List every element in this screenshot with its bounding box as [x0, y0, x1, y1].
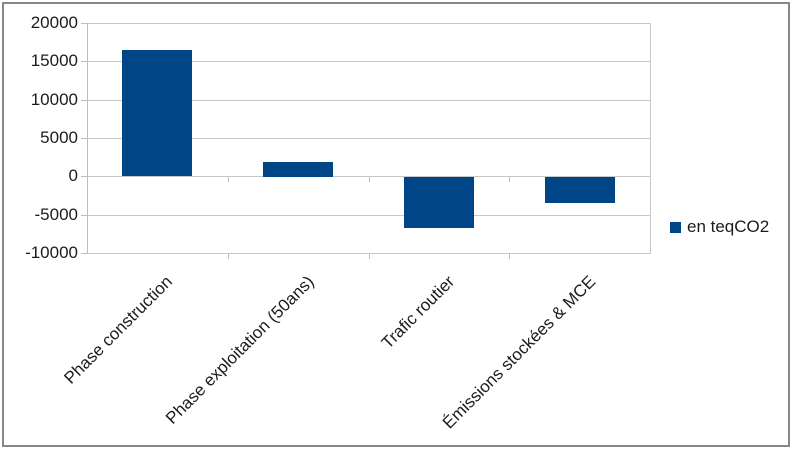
x-axis-tick — [228, 177, 229, 182]
x-axis-label: Trafic routier — [377, 272, 459, 353]
gridline — [87, 253, 651, 254]
bar-1 — [122, 50, 192, 176]
y-axis-tick — [81, 61, 87, 62]
x-axis-tick — [509, 177, 510, 182]
gridline — [87, 100, 651, 101]
x-axis-tick — [228, 254, 229, 259]
y-axis-label: 15000 — [30, 51, 78, 70]
bar-3 — [404, 177, 474, 228]
gridline — [87, 176, 651, 177]
x-axis-tick — [369, 177, 370, 182]
y-axis-tick — [81, 138, 87, 139]
x-axis-tick — [509, 254, 510, 259]
gridline — [87, 23, 651, 24]
y-axis-line — [87, 23, 88, 254]
x-axis-label: Phase construction — [60, 272, 177, 388]
gridline — [87, 138, 651, 139]
y-axis-label: 0 — [68, 166, 78, 185]
x-axis-tick — [369, 254, 370, 259]
plot-right-border — [650, 23, 651, 254]
legend-marker-icon — [670, 221, 681, 233]
y-axis-label: -5000 — [34, 205, 78, 224]
legend: en teqCO2 — [670, 217, 769, 237]
y-axis-tick — [81, 23, 87, 24]
y-axis-label: -10000 — [25, 243, 78, 262]
y-axis-tick — [81, 100, 87, 101]
y-axis-tick — [81, 253, 87, 254]
bar-4 — [545, 177, 615, 203]
bar-2 — [263, 162, 333, 177]
x-axis-label: Émissions stockées & MCE — [439, 272, 600, 433]
y-axis-label: 10000 — [30, 90, 78, 109]
y-axis-label: 20000 — [30, 13, 78, 32]
legend-label: en teqCO2 — [687, 217, 770, 236]
gridline — [87, 61, 651, 62]
y-axis-tick — [81, 176, 87, 177]
y-axis-label: 5000 — [40, 128, 78, 147]
gridline — [87, 215, 651, 216]
y-axis-tick — [81, 215, 87, 216]
x-axis-label: Phase exploitation (50ans) — [161, 272, 318, 428]
